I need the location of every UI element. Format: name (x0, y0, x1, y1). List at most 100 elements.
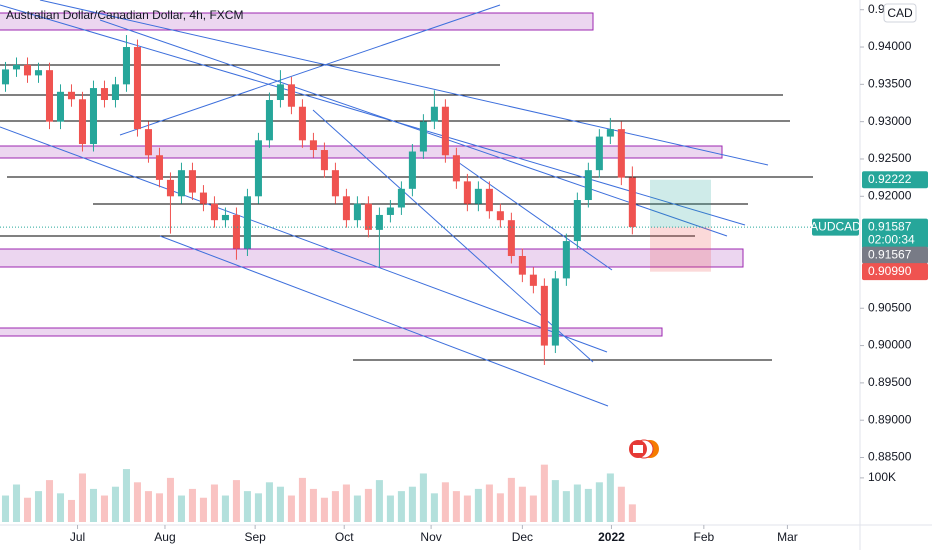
volume-bar (210, 484, 218, 522)
y-tick-label: 0.89000 (868, 412, 912, 426)
volume-bar (298, 477, 306, 522)
stop-zone (650, 227, 711, 272)
candle-body (221, 214, 229, 221)
x-tick-label: Jul (70, 530, 85, 544)
candle-body (265, 100, 273, 141)
candle-body (89, 88, 97, 145)
volume-bar (628, 504, 636, 522)
volume-bar (540, 464, 548, 522)
volume-bar (309, 488, 317, 522)
volume-bar (342, 484, 350, 522)
candle-body (430, 106, 438, 122)
volume-bar (584, 488, 592, 522)
volume-bar (78, 473, 86, 522)
volume-bar (452, 491, 460, 522)
candle-body (254, 140, 262, 197)
currency-box (883, 3, 917, 23)
volume-bar (45, 480, 54, 522)
volume-bar (265, 482, 273, 522)
candle-body (309, 140, 317, 151)
zone (0, 145, 723, 159)
candle-body (606, 129, 614, 137)
volume-bar (331, 491, 339, 522)
price-tag (862, 246, 928, 264)
candle-body (419, 121, 427, 152)
candle-body (628, 177, 636, 228)
candle-body (133, 47, 141, 130)
trend-line (119, 4, 501, 136)
x-tick-label: Dec (512, 530, 533, 544)
price-tag-label: 0.91587 (868, 219, 912, 233)
volume-bar (551, 480, 559, 522)
y-tick-label: 0.94000 (868, 39, 912, 53)
candle-body (199, 192, 207, 204)
candle-body (507, 220, 515, 257)
trend-line (99, 19, 728, 237)
candle-body (540, 285, 548, 346)
candle-body (584, 170, 592, 201)
candle-body (166, 179, 174, 197)
candle-body (595, 136, 603, 171)
volume-bar (595, 482, 603, 522)
volume-bar (386, 495, 394, 522)
symbol-title: Australian Dollar/Canadian Dollar, 4h, F… (6, 8, 243, 22)
volume-tick-label: 100K (868, 470, 896, 484)
logo (629, 439, 659, 459)
volume-bar (529, 495, 537, 522)
candle-body (1, 69, 10, 85)
candle-body (331, 170, 339, 197)
price-tag (862, 263, 928, 281)
volume-bar (23, 497, 32, 522)
candle-body (243, 196, 251, 249)
price-tag-label: 0.92222 (868, 172, 912, 186)
countdown: 02:00:34 (868, 232, 915, 246)
volume-bar (111, 486, 119, 522)
candle-body (496, 211, 504, 221)
volume-bar (463, 495, 471, 522)
target-zone (650, 179, 711, 228)
candle-body (287, 84, 295, 107)
candle-body (111, 84, 119, 101)
y-tick-label: 0.92000 (868, 188, 912, 202)
volume-bar (606, 473, 614, 522)
candle-body (463, 181, 471, 204)
volume-bar (67, 499, 76, 522)
candle-body (122, 47, 130, 85)
candle-body (397, 188, 405, 208)
drawings (0, 0, 813, 407)
candle-body (12, 64, 21, 70)
volume-bar (177, 495, 185, 522)
candle-body (34, 70, 43, 76)
volume-bar (375, 480, 383, 522)
volume-bar (100, 495, 108, 522)
trend-line (454, 159, 613, 271)
candle-body (386, 207, 394, 215)
volume-bar (507, 477, 515, 522)
candle-body (78, 99, 86, 145)
x-tick-label: Feb (693, 530, 714, 544)
volume-bar (199, 497, 207, 522)
price-tag-label: 0.91567 (868, 247, 912, 261)
volume-bar (56, 493, 65, 522)
volume-bar (144, 491, 152, 522)
candle-body (408, 151, 416, 189)
price-tag (862, 218, 928, 249)
x-tick-label: Mar (777, 530, 798, 544)
candle-body (232, 214, 240, 249)
volume-bar (166, 477, 174, 522)
volume-bar (221, 495, 229, 522)
volume-bar (573, 484, 581, 522)
trend-line (0, 4, 746, 226)
candle-body (375, 214, 383, 230)
zone (0, 12, 594, 31)
zone (0, 248, 744, 268)
currency-label: CAD (887, 6, 913, 20)
volume-bar (617, 486, 625, 522)
trend-line (159, 235, 609, 407)
candle-body (485, 188, 493, 212)
candle-body (144, 129, 152, 156)
candle-body (45, 70, 54, 122)
candle-body (617, 129, 625, 178)
price-tag (862, 171, 928, 189)
volume-bar (419, 473, 427, 522)
